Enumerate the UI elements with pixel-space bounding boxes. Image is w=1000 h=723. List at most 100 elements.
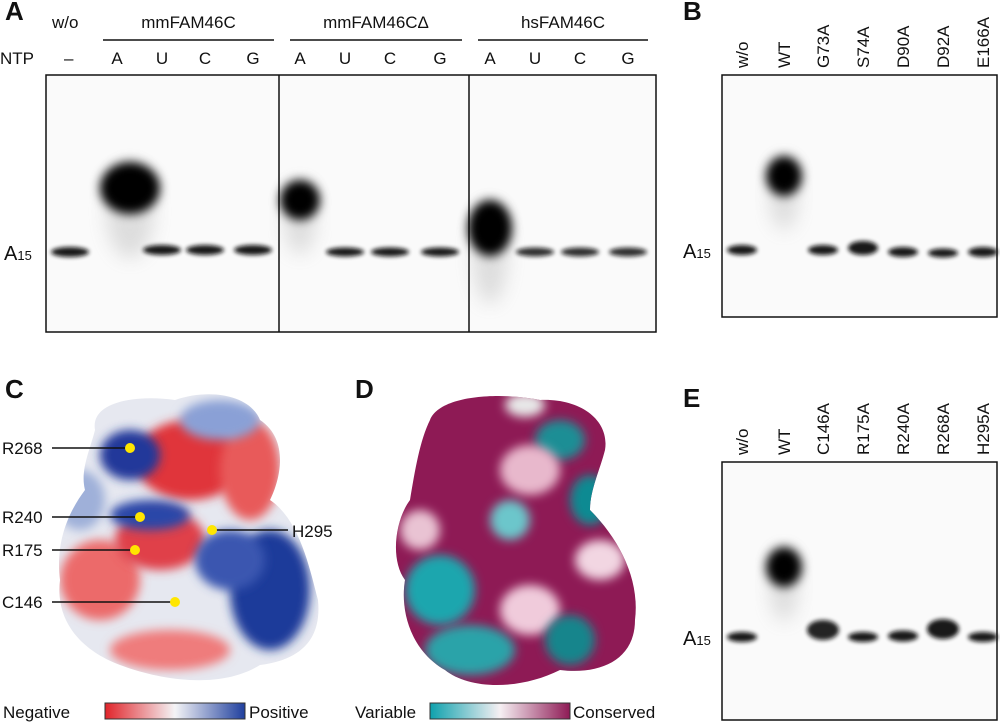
- lane-label: A: [111, 49, 123, 68]
- residue-label: C146: [2, 593, 43, 612]
- lane-label: A: [484, 49, 496, 68]
- gel-band: [928, 248, 958, 258]
- lane-label: D90A: [894, 25, 913, 68]
- marker-base: A: [683, 241, 697, 263]
- surface-patch: [100, 430, 160, 480]
- gel-smear-core: [280, 180, 320, 220]
- lane-label: E166A: [974, 16, 993, 68]
- scale-high: Conserved: [573, 703, 655, 722]
- gel-band: [234, 245, 272, 255]
- gel-band: [186, 245, 224, 255]
- gel-band: [848, 241, 878, 255]
- panel-label: C: [5, 374, 24, 404]
- gel: [721, 74, 998, 318]
- surface-patch: [195, 530, 265, 590]
- group-name: mmFAM46C: [141, 13, 235, 32]
- control-lane: –: [64, 49, 74, 68]
- panel-label: A: [5, 0, 24, 26]
- row-label: NTP: [0, 49, 34, 68]
- color-scale: [104, 702, 246, 720]
- surface-patch: [135, 420, 245, 500]
- lane-label: w/o: [733, 429, 752, 456]
- gel-band: [516, 247, 554, 257]
- surface-patch: [505, 396, 545, 417]
- group-name: hsFAM46C: [521, 13, 605, 32]
- marker-base: A: [683, 628, 697, 650]
- marker-sub: 15: [696, 246, 710, 261]
- lane-label: H295A: [974, 402, 993, 455]
- gel-band: [968, 632, 998, 642]
- lane-label: R240A: [894, 402, 913, 455]
- gel-smear-core: [766, 547, 802, 587]
- surface-patch: [500, 445, 560, 495]
- panel-label: D: [355, 374, 374, 404]
- surface-patch: [500, 585, 560, 635]
- lane-label: G: [621, 49, 634, 68]
- gel: [721, 461, 998, 721]
- lane-label: G: [433, 49, 446, 68]
- gel-band: [888, 630, 918, 642]
- surface-patch: [220, 420, 280, 520]
- marker-base: A: [4, 243, 18, 265]
- gel-band: [968, 247, 998, 257]
- lane-label: R175A: [854, 402, 873, 455]
- lane-label: R268A: [934, 402, 953, 455]
- lane-label: w/o: [733, 42, 752, 69]
- gel-band: [51, 247, 89, 257]
- surface-patch: [490, 500, 530, 540]
- surface-c: [59, 394, 319, 681]
- lane-label: C146A: [814, 402, 833, 455]
- lane-label: C: [199, 49, 211, 68]
- lane-label: D92A: [934, 25, 953, 68]
- size-marker: A15: [683, 628, 711, 650]
- residue-dot: [125, 443, 135, 453]
- gel-smear-core: [766, 156, 802, 196]
- surface-patch: [400, 510, 440, 550]
- surface-patch: [110, 630, 230, 670]
- color-scale: [429, 702, 571, 720]
- control-header: w/o: [51, 13, 78, 32]
- scale-low: Negative: [3, 703, 70, 722]
- size-marker: A15: [4, 243, 32, 265]
- residue-label: R175: [2, 541, 43, 560]
- lane-label: C: [574, 49, 586, 68]
- gel-band: [326, 247, 364, 257]
- gel-band: [727, 632, 757, 642]
- marker-sub: 15: [696, 633, 710, 648]
- gel-band: [848, 632, 878, 642]
- gel-band: [807, 620, 839, 640]
- residue-dot: [170, 597, 180, 607]
- residue-dot: [135, 512, 145, 522]
- surface-d: [395, 396, 636, 685]
- gel-band: [888, 247, 918, 257]
- surface-patch: [425, 625, 515, 675]
- surface-patch: [575, 540, 625, 580]
- lane-label: A: [294, 49, 306, 68]
- surface-patch: [110, 500, 190, 530]
- residue-label: R268: [2, 439, 43, 458]
- gel-band: [727, 245, 757, 255]
- size-marker: A15: [683, 241, 711, 263]
- lane-label: U: [339, 49, 351, 68]
- gel-band: [927, 619, 959, 639]
- lane-label: WT: [775, 42, 794, 68]
- surface-patch: [180, 400, 260, 440]
- group-name: mmFAM46CΔ: [323, 13, 429, 32]
- lane-label: C: [384, 49, 396, 68]
- gel-band: [561, 247, 599, 257]
- surface-patch: [570, 475, 610, 525]
- lane-label: U: [529, 49, 541, 68]
- gel-band: [808, 245, 838, 255]
- lane-label: U: [156, 49, 168, 68]
- surface-patch: [545, 615, 595, 665]
- gel-smear-core: [100, 162, 160, 214]
- lane-label: S74A: [854, 26, 873, 68]
- lane-label: WT: [775, 429, 794, 455]
- gel-band: [609, 247, 647, 257]
- residue-label: R240: [2, 508, 43, 527]
- surface-patch: [60, 540, 140, 620]
- panel-label: B: [683, 0, 702, 26]
- lane-label: G: [246, 49, 259, 68]
